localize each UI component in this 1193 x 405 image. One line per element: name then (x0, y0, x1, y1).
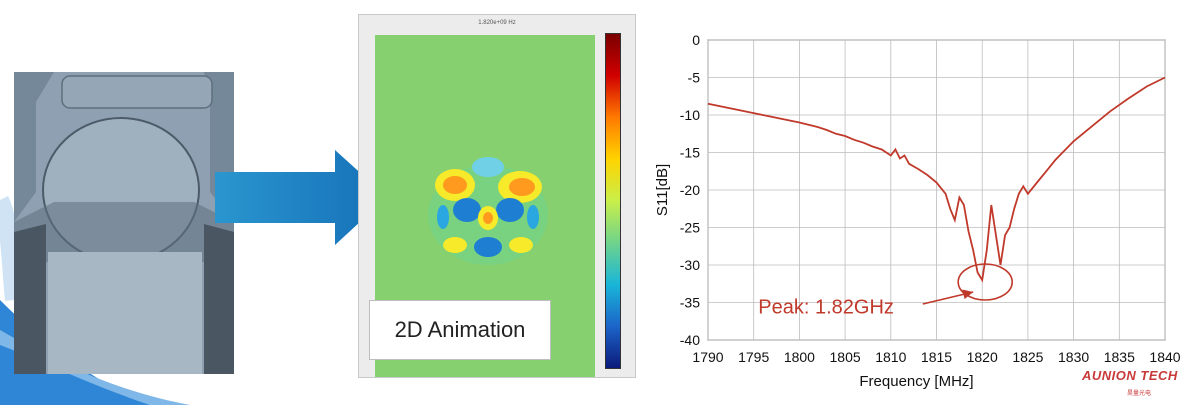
y-tick-label: -15 (680, 145, 700, 161)
x-tick-label: 1830 (1058, 349, 1089, 365)
y-axis-label: S11[dB] (655, 164, 671, 216)
y-tick-label: -25 (680, 220, 700, 236)
y-tick-labels: 0 -5 -10 -15 -20 -25 -30 -35 -40 (680, 32, 700, 348)
y-tick-label: 0 (692, 32, 700, 48)
brand-logo-text: AUNION TECH (1082, 368, 1178, 383)
peak-annotation: Peak: 1.82GHz (758, 296, 894, 318)
simulation-header: 1.820e+09 Hz (478, 20, 516, 26)
x-tick-label: 1840 (1149, 349, 1180, 365)
arrow-right-icon (215, 150, 387, 245)
x-tick-label: 1795 (738, 349, 769, 365)
x-tick-label: 1825 (1012, 349, 1043, 365)
x-tick-labels: 1790 1795 1800 1805 1810 1815 1820 1825 1830 1835… (692, 349, 1180, 365)
y-tick-label: -30 (680, 257, 700, 273)
brand-logo-subtext: 昊量光电 (1127, 391, 1152, 397)
x-tick-label: 1820 (967, 349, 998, 365)
peak-arrowhead (962, 289, 974, 300)
x-tick-label: 1815 (921, 349, 952, 365)
x-tick-label: 1835 (1104, 349, 1135, 365)
y-tick-label: -10 (680, 107, 700, 123)
s11-chart: 1790 1795 1800 1805 1810 1815 1820 1825 1830 1835… (655, 32, 1181, 390)
series-line (707, 76, 1166, 283)
x-tick-label: 1805 (830, 349, 861, 365)
grid-lines (707, 39, 1166, 341)
y-tick-label: -5 (688, 70, 701, 86)
animation-caption: 2D Animation (369, 300, 551, 360)
x-tick-label: 1790 (692, 349, 723, 365)
peak-highlight-circle (957, 263, 1014, 301)
x-axis-label: Frequency [MHz] (859, 373, 973, 390)
x-tick-label: 1810 (875, 349, 906, 365)
x-tick-label: 1800 (784, 349, 815, 365)
y-tick-label: -35 (680, 295, 700, 311)
y-tick-label: -40 (680, 332, 700, 348)
device-photo (14, 72, 234, 374)
y-tick-label: -20 (680, 182, 700, 198)
color-scale-bar (605, 33, 621, 369)
